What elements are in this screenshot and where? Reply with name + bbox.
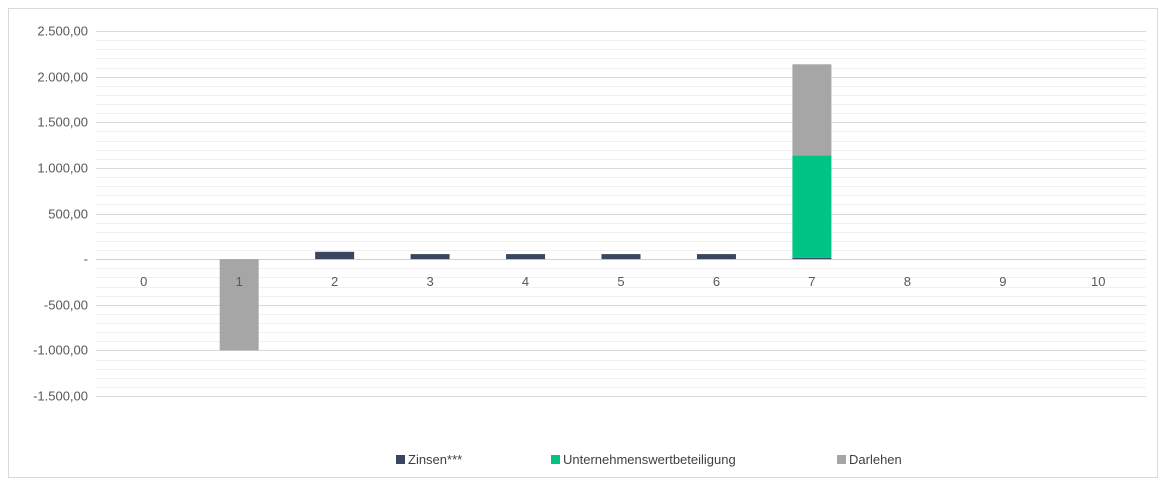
bar-zinsen-3 <box>410 254 450 260</box>
x-category-label: 10 <box>1091 274 1105 289</box>
x-category-label: 4 <box>522 274 529 289</box>
x-category-label: 2 <box>331 274 338 289</box>
bar-unternehmenswertbeteiligung-7 <box>792 155 832 258</box>
bar-zinsen-6 <box>696 254 736 260</box>
legend-label-zinsen: Zinsen*** <box>408 452 463 467</box>
x-category-label: 6 <box>713 274 720 289</box>
x-category-label: 3 <box>426 274 433 289</box>
y-tick-label: -500,00 <box>44 298 88 313</box>
y-tick-label: 500,00 <box>48 207 88 222</box>
legend: Zinsen*** Unternehmenswertbeteiligung Da… <box>0 452 1164 472</box>
y-tick-label: - <box>84 252 88 267</box>
y-tick-label: 2.500,00 <box>37 24 88 39</box>
x-category-label: 0 <box>140 274 147 289</box>
bar-zinsen-7 <box>792 257 832 260</box>
y-tick-label: 2.000,00 <box>37 70 88 85</box>
legend-item-unternehmenswertbeteiligung: Unternehmenswertbeteiligung <box>551 452 736 467</box>
y-tick-label: -1.000,00 <box>33 343 88 358</box>
bar-darlehen-1 <box>219 259 259 351</box>
x-category-label: 8 <box>904 274 911 289</box>
x-category-label: 7 <box>808 274 815 289</box>
legend-label-darlehen: Darlehen <box>849 452 902 467</box>
y-tick-label: -1.500,00 <box>33 389 88 404</box>
legend-swatch-zinsen <box>396 455 405 464</box>
legend-item-darlehen: Darlehen <box>837 452 902 467</box>
bar-zinsen-5 <box>601 254 641 260</box>
bar-darlehen-7 <box>792 64 832 156</box>
legend-swatch-darlehen <box>837 455 846 464</box>
x-category-label: 5 <box>617 274 624 289</box>
legend-swatch-unternehmenswertbeteiligung <box>551 455 560 464</box>
legend-item-zinsen: Zinsen*** <box>396 452 462 467</box>
x-category-label: 1 <box>236 274 243 289</box>
y-tick-label: 1.000,00 <box>37 161 88 176</box>
y-tick-label: 1.500,00 <box>37 115 88 130</box>
legend-label-unternehmenswertbeteiligung: Unternehmenswertbeteiligung <box>563 452 736 467</box>
x-category-label: 9 <box>999 274 1006 289</box>
bar-zinsen-2 <box>315 251 355 260</box>
bar-zinsen-4 <box>506 254 546 260</box>
